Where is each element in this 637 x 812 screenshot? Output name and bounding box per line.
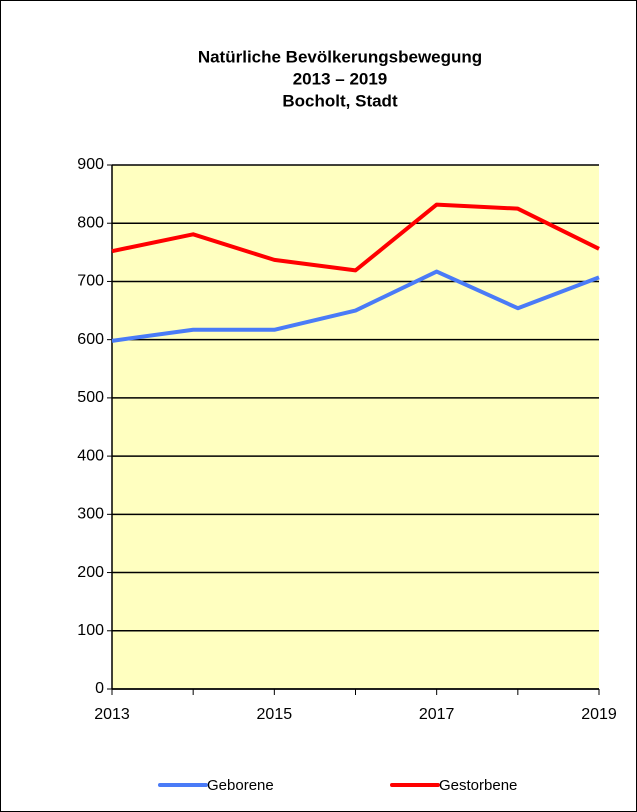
y-tick-label: 400 [77,447,104,464]
y-tick-label: 500 [77,389,104,406]
plot-area [112,165,599,689]
x-tick-label: 2015 [257,706,293,723]
legend-label: Geborene [207,777,274,794]
y-tick-label: 800 [77,214,104,231]
y-tick-label: 100 [77,622,104,639]
y-tick-label: 600 [77,331,104,348]
line-series [111,202,600,273]
y-tick-label: 300 [77,506,104,523]
chart-title: 2013 – 2019 [293,69,388,88]
legend-label: Gestorbene [439,777,517,794]
x-tick-label: 2017 [419,706,455,723]
y-tick-label: 0 [95,680,104,697]
line-series [111,269,600,343]
y-tick-label: 200 [77,564,104,581]
x-tick-label: 2019 [581,706,617,723]
y-tick-label: 900 [77,156,104,173]
y-tick-label: 700 [77,273,104,290]
chart-title: Bocholt, Stadt [282,91,398,110]
chart-title: Natürliche Bevölkerungsbewegung [198,47,482,66]
x-tick-label: 2013 [94,706,130,723]
